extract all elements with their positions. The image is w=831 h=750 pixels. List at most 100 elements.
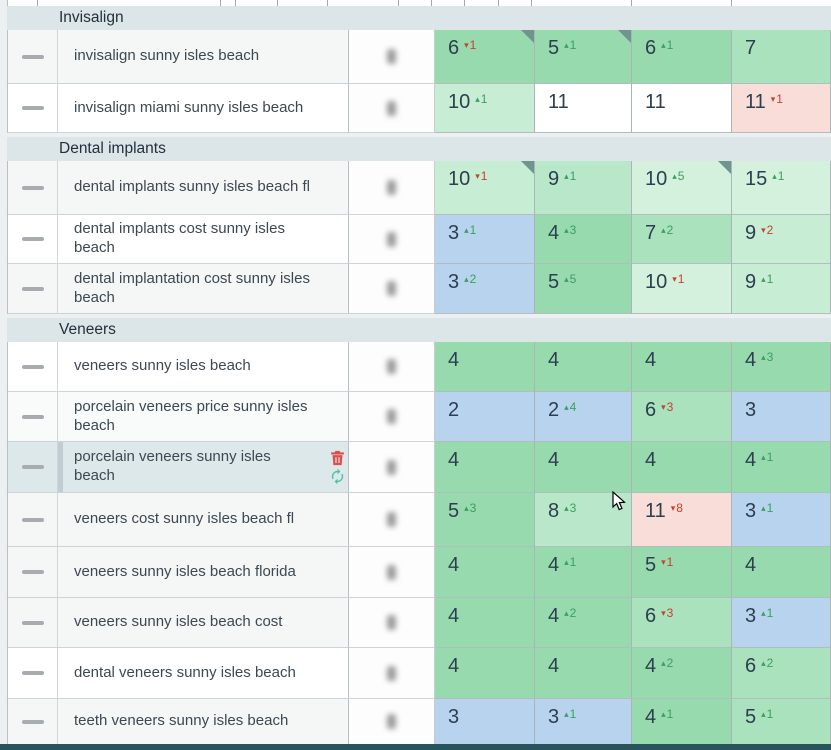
rank-cell[interactable]: 9 ▴1 [535, 161, 632, 215]
rank-cell[interactable]: 4 [435, 342, 535, 392]
drag-handle-cell[interactable] [7, 442, 58, 493]
rank-cell[interactable]: 5 ▴5 [535, 264, 632, 314]
drag-handle-cell[interactable] [7, 547, 58, 598]
drag-handle-icon[interactable] [21, 570, 44, 574]
rank-cell[interactable]: 4 ▴2 [535, 598, 632, 648]
rank-cell[interactable]: 4 ▴1 [632, 699, 732, 745]
rank-cell[interactable]: 3 ▴1 [732, 598, 831, 648]
rank-cell[interactable]: 6 ▾1 [435, 30, 535, 84]
rank-cell[interactable]: 4 [435, 547, 535, 598]
keyword-cell[interactable]: porcelain veneers price sunny isles beac… [58, 392, 349, 442]
drag-handle-icon[interactable] [21, 414, 44, 419]
rank-cell[interactable]: 6 ▾3 [632, 392, 732, 442]
rank-cell[interactable]: 4 [535, 442, 632, 493]
bottom-scroll-bar[interactable] [0, 744, 831, 750]
rank-cell[interactable]: 4 [435, 598, 535, 648]
rank-cell[interactable]: 9 ▾2 [732, 215, 831, 264]
rank-cell[interactable]: 4 ▴1 [732, 442, 831, 493]
rank-cell[interactable]: 3 ▴1 [535, 699, 632, 745]
drag-handle-cell[interactable] [7, 648, 58, 699]
keyword-cell[interactable]: dental veneers sunny isles beach [58, 648, 349, 699]
rank-cell[interactable]: 4 ▴3 [732, 342, 831, 392]
drag-handle-icon[interactable] [21, 517, 44, 522]
rank-cell[interactable]: 11 [632, 84, 732, 133]
rank-cell[interactable]: 5 ▴1 [535, 30, 632, 84]
rank-cell[interactable]: 10 ▴1 [435, 84, 535, 133]
keyword-cell[interactable]: veneers sunny isles beach florida [58, 547, 349, 598]
rank-cell[interactable]: 4 ▴1 [535, 547, 632, 598]
drag-handle-cell[interactable] [7, 392, 58, 442]
drag-handle-cell[interactable] [7, 264, 58, 314]
cell-corner-flag [718, 161, 731, 174]
rank-change-up: ▴1 [761, 707, 774, 721]
drag-handle-cell[interactable] [7, 493, 58, 547]
rank-cell[interactable]: 5 ▾1 [632, 547, 732, 598]
rank-cell[interactable]: 4 [435, 442, 535, 493]
rank-cell[interactable]: 10 ▴5 [632, 161, 732, 215]
rank-cell[interactable]: 4 [732, 547, 831, 598]
rank-cell[interactable]: 3 [732, 392, 831, 442]
keyword-cell[interactable]: teeth veneers sunny isles beach [58, 699, 349, 745]
rank-cell[interactable]: 4 ▴2 [632, 648, 732, 699]
rank-cell[interactable]: 4 [632, 442, 732, 493]
rank-cell[interactable]: 6 ▴1 [632, 30, 732, 84]
rank-cell[interactable]: 4 [632, 342, 732, 392]
drag-handle-icon[interactable] [21, 185, 44, 190]
keyword-cell[interactable]: veneers sunny isles beach cost [58, 598, 349, 648]
trash-icon[interactable] [329, 449, 346, 467]
drag-handle-cell[interactable] [7, 30, 58, 84]
rank-cell[interactable]: 4 [535, 342, 632, 392]
rank-cell[interactable]: 5 ▴3 [435, 493, 535, 547]
rank-cell[interactable]: 9 ▴1 [732, 264, 831, 314]
rank-cell[interactable]: 10 ▾1 [435, 161, 535, 215]
drag-handle-icon[interactable] [21, 465, 44, 469]
rank-cell[interactable]: 4 [435, 648, 535, 699]
rank-cell[interactable]: 3 ▴2 [435, 264, 535, 314]
drag-handle-cell[interactable] [7, 598, 58, 648]
drag-handle-cell[interactable] [7, 215, 58, 264]
rank-cell[interactable]: 3 [435, 699, 535, 745]
rank-cell[interactable]: 5 ▴1 [732, 699, 831, 745]
rank-cell[interactable]: 6 ▾3 [632, 598, 732, 648]
group-title: Dental implants [59, 140, 166, 157]
keyword-cell[interactable]: dental implants cost sunny isles beach [58, 215, 349, 264]
drag-handle-cell[interactable] [7, 84, 58, 133]
rank-cell[interactable]: 2 [435, 392, 535, 442]
rank-cell[interactable]: 15 ▴1 [732, 161, 831, 215]
rank-cell[interactable]: 11 [535, 84, 632, 133]
drag-handle-icon[interactable] [21, 620, 44, 625]
keyword-cell[interactable]: porcelain veneers sunny isles beach [58, 442, 349, 493]
rank-cell[interactable]: 7 [732, 30, 831, 84]
rank-cell[interactable]: 11 ▾1 [732, 84, 831, 133]
rank-cell[interactable]: 6 ▴2 [732, 648, 831, 699]
rank-cell[interactable]: 4 ▴3 [535, 215, 632, 264]
drag-handle-icon[interactable] [21, 364, 44, 369]
drag-handle-icon[interactable] [21, 671, 44, 675]
drag-handle-cell[interactable] [7, 161, 58, 215]
keyword-cell[interactable]: invisalign sunny isles beach [58, 30, 349, 84]
keyword-cell[interactable]: dental implantation cost sunny isles bea… [58, 264, 349, 314]
drag-handle-cell[interactable] [7, 699, 58, 745]
rank-cell[interactable]: 8 ▴3 [535, 493, 632, 547]
rank-cell[interactable]: 3 ▴1 [732, 493, 831, 547]
rank-value: 3 [745, 605, 757, 627]
drag-handle-icon[interactable] [21, 719, 44, 724]
keyword-cell[interactable]: veneers cost sunny isles beach fl [58, 493, 349, 547]
drag-handle-icon[interactable] [21, 286, 44, 291]
keyword-cell[interactable]: veneers sunny isles beach [58, 342, 349, 392]
drag-handle-icon[interactable] [21, 54, 44, 59]
keyword-cell[interactable]: dental implants sunny isles beach fl [58, 161, 349, 215]
rank-cell[interactable]: 11 ▾8 [632, 493, 732, 547]
drag-handle-cell[interactable] [7, 342, 58, 392]
keyword-cell[interactable]: invisalign miami sunny isles beach [58, 84, 349, 133]
rank-cell[interactable]: 2 ▴4 [535, 392, 632, 442]
drag-handle-icon[interactable] [21, 237, 44, 241]
rank-value: 11 [548, 91, 569, 113]
keyword-group: Veneers veneers sunny isles beach 4 4 4 4 ▴3 po… [0, 318, 831, 745]
rank-cell[interactable]: 3 ▴1 [435, 215, 535, 264]
rank-cell[interactable]: 10 ▾1 [632, 264, 732, 314]
drag-handle-icon[interactable] [21, 106, 44, 110]
rank-cell[interactable]: 4 [535, 648, 632, 699]
rank-cell[interactable]: 7 ▴2 [632, 215, 732, 264]
refresh-icon[interactable] [329, 468, 346, 485]
